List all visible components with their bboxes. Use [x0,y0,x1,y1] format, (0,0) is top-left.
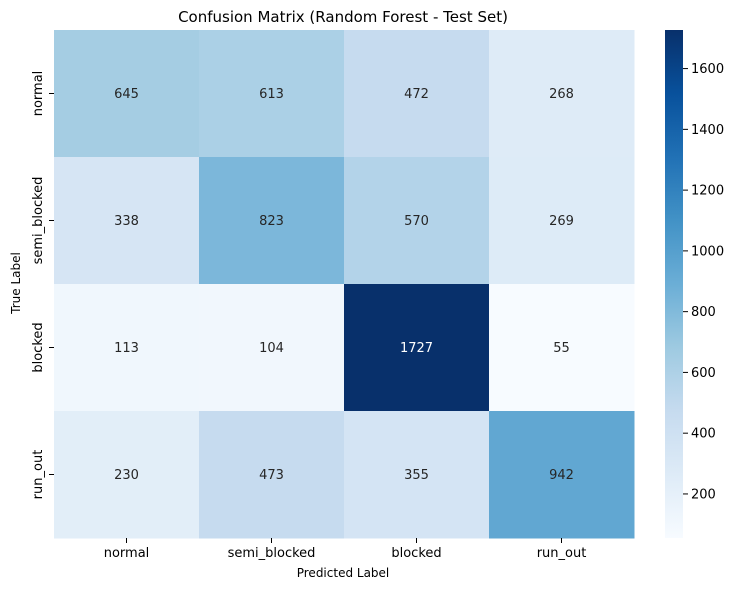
x-tick-label: semi_blocked [228,546,316,561]
cell-value-label: 823 [259,214,284,229]
heatmap-cell [344,411,490,539]
colorbar-tick-label: 1200 [691,184,724,199]
heatmap-cell [54,30,200,158]
colorbar-ticks: 200 400 600 800 1000 1200 1400 1600 [683,62,724,502]
cell-value-label: 472 [404,87,429,102]
cell-value-label: 645 [114,87,139,102]
colorbar-tick-label: 1400 [691,123,724,138]
heatmap-cell [489,30,635,158]
heatmap-cell [54,157,200,285]
x-axis-label: Predicted Label [297,566,390,580]
chart-title: Confusion Matrix (Random Forest - Test S… [178,8,508,26]
cell-value-label: 473 [259,468,284,483]
heatmap-cell [199,157,345,285]
cell-value-label: 230 [114,468,139,483]
y-tick-label: semi_blocked [31,177,46,265]
heatmap-cell [489,157,635,285]
colorbar-tick-label: 1600 [691,62,724,77]
heatmap-cell [344,157,490,285]
colorbar [665,30,683,538]
x-tick-label: blocked [391,546,441,561]
y-tick-label: blocked [31,322,46,372]
heatmap-cell [344,284,490,412]
heatmap-cell [199,411,345,539]
x-axis: normal semi_blocked blocked run_out [104,538,587,561]
cell-value-label: 570 [404,214,429,229]
heatmap-cell-labels: 645 613 472 268 338 823 570 269 113 104 1727 55 230 4… [114,87,574,483]
y-axis-label: True Label [9,252,23,315]
colorbar-tick-label: 800 [691,305,716,320]
heatmap-cell [199,284,345,412]
heatmap-cell [489,284,635,412]
colorbar-tick-label: 1000 [691,244,724,259]
colorbar-tick-label: 200 [691,487,716,502]
y-tick-label: run_out [31,450,46,500]
cell-value-label: 55 [553,341,570,356]
cell-value-label: 613 [259,87,284,102]
heatmap-cell [54,284,200,412]
y-tick-label: normal [31,71,46,117]
heatmap-cell [344,30,490,158]
heatmap-cell [489,411,635,539]
cell-value-label: 1727 [400,341,433,356]
heatmap-cells [54,30,635,539]
cell-value-label: 355 [404,468,429,483]
colorbar-tick-label: 600 [691,366,716,381]
heatmap-cell [199,30,345,158]
cell-value-label: 113 [114,341,139,356]
cell-value-label: 269 [549,214,574,229]
cell-value-label: 942 [549,468,574,483]
x-tick-label: normal [104,546,150,561]
heatmap-cell [54,411,200,539]
cell-value-label: 268 [549,87,574,102]
cell-value-label: 104 [259,341,284,356]
x-tick-label: run_out [537,546,587,561]
colorbar-tick-label: 400 [691,427,716,442]
cell-value-label: 338 [114,214,139,229]
